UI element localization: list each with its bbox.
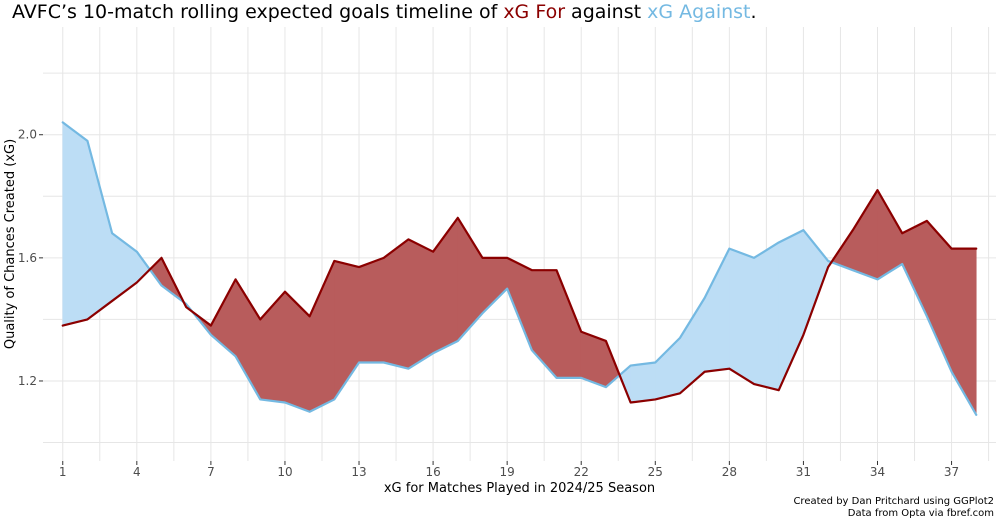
area-segment [358,257,385,363]
y-axis-ticks: 1.2 1.6 2.0 [18,128,43,388]
area-segment [630,362,656,403]
x-tick-label: 34 [870,465,885,479]
series-line-xg-against [61,121,978,416]
title-xg-for: xG For [503,1,566,23]
area-segment [753,241,780,391]
series-line-xg-for [61,189,978,404]
chart-title: AVFC’s 10-match rolling expected goals t… [12,1,757,23]
y-tick-label: 1.6 [18,251,37,265]
area-segment [531,269,557,379]
x-tick-label: 28 [722,465,737,479]
caption-credit: Created by Dan Pritchard using GGPlot2 [793,496,994,507]
x-tick-label: 22 [574,465,589,479]
y-tick-label: 2.0 [18,128,37,142]
x-tick-label: 37 [944,465,959,479]
chart-caption: Created by Dan Pritchard using GGPlot2 D… [793,496,994,520]
title-prefix: AVFC’s 10-match rolling expected goals t… [12,1,504,23]
between-area-fills [62,121,977,416]
area-segment [334,260,360,401]
x-tick-label: 25 [648,465,663,479]
x-tick-label: 4 [133,465,141,479]
x-tick-label: 7 [207,465,215,479]
title-xg-against: xG Against [647,1,751,23]
area-segment [284,290,310,413]
area-segment [654,337,681,400]
x-tick-label: 31 [796,465,811,479]
area-segment [852,189,878,280]
area-segment [432,216,459,354]
title-middle: against [565,1,648,23]
area-segment [778,229,804,391]
area-segment [259,290,286,403]
area-segment [506,257,533,351]
x-tick-label: 1 [59,465,67,479]
area-segment [729,248,755,385]
x-tick-label: 16 [425,465,440,479]
area-segment [951,248,977,416]
area-segment [383,238,409,370]
x-tick-label: 10 [277,465,292,479]
x-axis-ticks: 1 4 7 10 13 16 19 22 25 28 31 34 37 [59,461,959,479]
series-lines [61,121,978,416]
x-axis-label: xG for Matches Played in 2024/25 Season [384,481,655,496]
area-segment [482,257,508,314]
caption-source: Data from Opta via fbref.com [847,508,994,519]
y-axis-label: Quality of Chances Created (xG) [3,139,18,349]
title-suffix: . [750,1,757,23]
y-tick-label: 1.2 [18,374,37,388]
x-tick-label: 19 [500,465,515,479]
area-segment [62,121,88,326]
x-tick-label: 13 [351,465,366,479]
area-segment [408,238,434,370]
area-segment [704,248,730,373]
